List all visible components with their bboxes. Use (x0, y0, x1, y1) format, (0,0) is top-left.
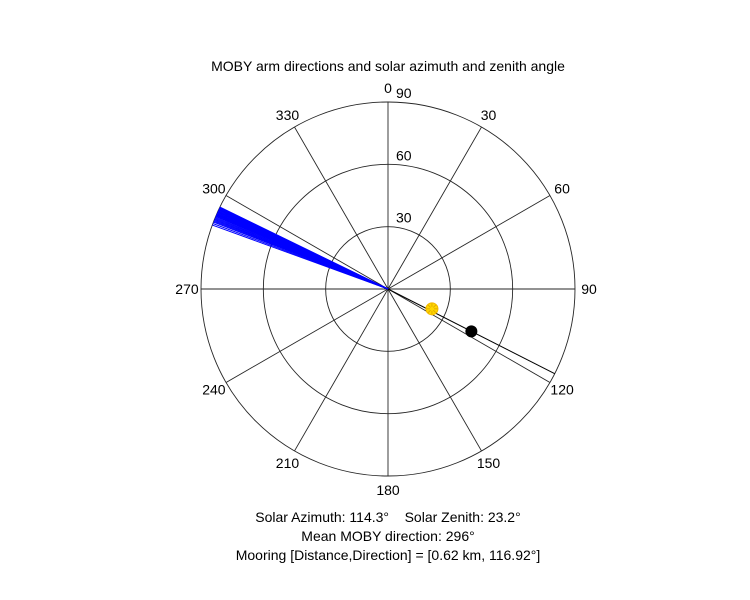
moby-arm-direction-line (219, 206, 389, 290)
angle-tick-label: 90 (581, 281, 597, 297)
angle-tick-label: 180 (376, 482, 400, 498)
angle-tick-label: 270 (175, 281, 199, 297)
radial-tick-label: 60 (396, 147, 412, 163)
sun-marker (425, 302, 439, 316)
mooring-info-text: Mooring [Distance,Direction] = [0.62 km,… (236, 547, 541, 563)
angle-tick-label: 210 (276, 455, 300, 471)
data-marks (212, 206, 555, 375)
polar-grid (200, 101, 576, 477)
chart-title: MOBY arm directions and solar azimuth an… (211, 58, 565, 74)
radial-tick-label: 90 (396, 85, 412, 101)
radial-tick-labels: 30 60 90 (396, 85, 412, 226)
angle-tick-label: 120 (550, 382, 574, 398)
solar-info-text: Solar Azimuth: 114.3° Solar Zenith: 23.2… (255, 509, 520, 525)
angular-grid-spoke (387, 195, 551, 290)
angular-grid-spoke (387, 288, 482, 452)
angle-tick-label: 300 (202, 180, 226, 196)
angle-tick-label: 30 (481, 107, 497, 123)
radial-tick-label: 30 (396, 210, 412, 226)
angle-tick-label: 150 (477, 455, 501, 471)
angular-grid-spoke (294, 288, 389, 452)
angle-tick-labels: 0 30 60 90 120 150 180 210 240 270 300 330 (175, 80, 597, 498)
angular-grid-spoke (225, 288, 389, 383)
angle-tick-label: 60 (554, 180, 570, 196)
angular-grid-spoke (294, 126, 389, 290)
angle-tick-label: 0 (384, 80, 392, 96)
angle-tick-label: 330 (276, 107, 300, 123)
angle-tick-label: 240 (202, 382, 226, 398)
mooring-marker (465, 325, 478, 338)
mean-moby-direction-text: Mean MOBY direction: 296° (301, 528, 474, 544)
angular-grid-spoke (225, 195, 389, 290)
angular-grid-spoke (387, 126, 482, 290)
